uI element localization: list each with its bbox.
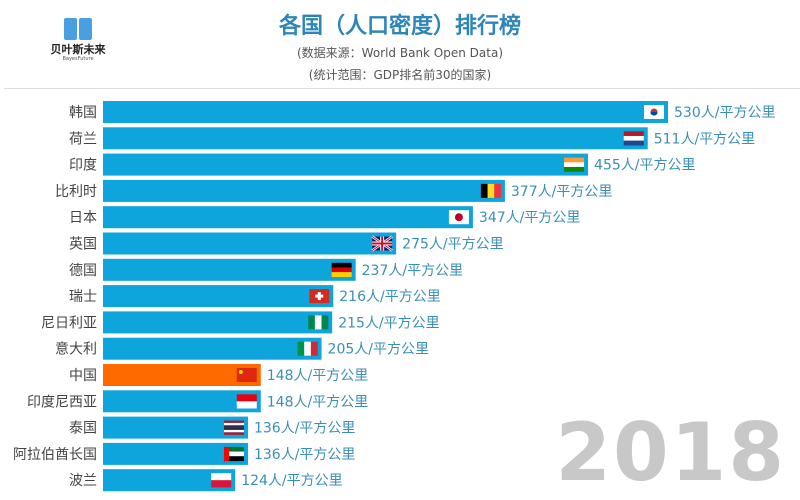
logo-sub: BayesFuture [62,56,94,62]
subtitle-source: (数据来源：World Bank Open Data) [296,46,504,60]
category-label: 印度尼西亚 [27,394,97,410]
value-label: 275人/平方公里 [402,237,503,253]
bar [103,337,322,360]
bar [103,101,668,123]
flag-pl-icon [211,473,232,488]
value-label: 148人/平方公里 [267,368,368,384]
bar [103,311,333,334]
flag-ng-icon [308,315,329,330]
category-label: 中国 [69,368,97,384]
bar [103,127,648,150]
flag-jp-icon [448,210,469,225]
value-label: 377人/平方公里 [511,184,612,200]
flag-th-icon [223,420,244,435]
value-label: 148人/平方公里 [267,394,368,410]
category-label: 比利时 [55,184,97,200]
value-label: 215人/平方公里 [338,315,439,331]
flag-in-icon [564,157,585,172]
flag-it-icon [297,341,318,356]
value-label: 124人/平方公里 [241,473,342,489]
category-label: 瑞士 [69,289,97,305]
category-label: 韩国 [69,105,97,121]
bar [103,416,248,439]
flag-ae-icon [223,446,244,462]
flag-be-icon [480,183,502,198]
value-label: 136人/平方公里 [254,447,355,463]
bar [103,153,589,176]
value-label: 530人/平方公里 [674,105,775,121]
value-label: 136人/平方公里 [254,421,355,437]
subtitle-scope: (统计范围：GDP排名前30的国家) [308,68,492,82]
value-label: 237人/平方公里 [362,263,463,279]
bar [103,469,236,492]
value-label: 216人/平方公里 [339,289,440,305]
flag-de-icon [331,262,352,277]
category-label: 印度 [69,158,97,174]
bar [103,285,334,308]
chart-title: 各国（人口密度）排行榜 [278,14,521,39]
category-label: 泰国 [69,421,97,437]
category-label: 英国 [69,236,97,253]
bar [103,364,261,386]
flag-ch-icon [309,289,330,304]
flag-kr-icon [644,105,664,119]
category-label: 尼日利亚 [41,315,97,331]
category-label: 波兰 [69,473,97,489]
category-label: 德国 [69,263,97,279]
book-icon [64,18,92,40]
bar [103,390,261,413]
value-label: 455人/平方公里 [594,158,695,174]
flag-cn-icon [236,368,257,382]
bar [103,179,505,202]
value-label: 205人/平方公里 [328,342,429,358]
logo-name: 贝叶斯未来 [50,43,106,56]
category-label: 日本 [69,210,97,226]
bar [103,442,248,465]
category-label: 意大利 [55,341,97,358]
flag-nl-icon [623,131,644,146]
value-label: 511人/平方公里 [654,131,755,147]
value-label: 347人/平方公里 [479,210,580,226]
flag-id-icon [236,394,257,409]
category-label: 荷兰 [69,131,97,147]
bar [103,258,356,281]
category-label: 阿拉伯酋长国 [13,446,97,463]
bar [103,206,473,229]
divider [4,88,800,89]
year-label: 2018 [555,406,786,499]
bar [103,232,397,255]
flag-gb-icon [371,235,393,252]
logo: 贝叶斯未来 BayesFuture [48,18,108,62]
